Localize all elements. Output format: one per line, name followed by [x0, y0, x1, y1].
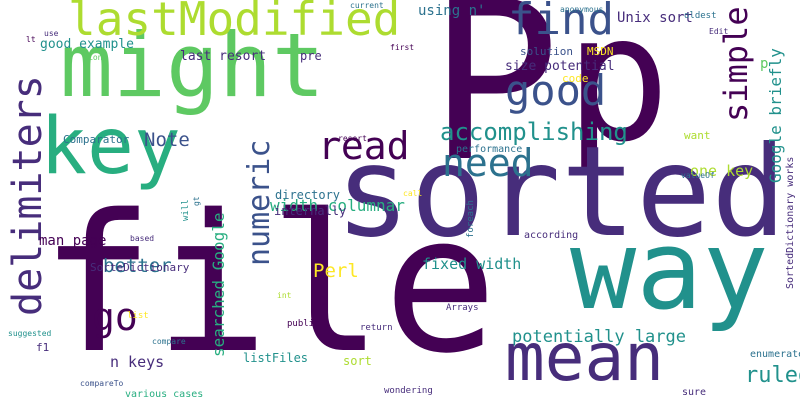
cloud-word: good [505, 70, 606, 112]
cloud-word: compare [152, 338, 186, 346]
cloud-word: Edit [709, 28, 728, 36]
cloud-word: oldest [684, 12, 717, 21]
cloud-word: Long [88, 54, 107, 62]
cloud-word: various cases [125, 390, 203, 400]
cloud-word: gt [193, 196, 201, 206]
cloud-word: resort [338, 135, 367, 143]
cloud-word: n keys [110, 355, 164, 370]
cloud-word: Arrays [446, 304, 479, 313]
cloud-word: sure [682, 388, 706, 398]
cloud-word: performance [456, 145, 522, 155]
cloud-word: simple [720, 6, 752, 122]
cloud-word: accomplishing [440, 120, 628, 144]
cloud-word: anonymous [560, 6, 603, 14]
cloud-word: new [672, 228, 688, 237]
cloud-word: valueOf [681, 172, 715, 180]
cloud-word: return [360, 324, 393, 333]
cloud-word: list [127, 312, 149, 321]
cloud-word: good example [40, 38, 134, 51]
cloud-word: sort [343, 355, 372, 367]
cloud-word: first [390, 44, 414, 52]
cloud-word: will [182, 199, 191, 221]
cloud-word: searched Google [211, 213, 227, 358]
cloud-word: last resort [180, 50, 266, 63]
cloud-word: according [524, 231, 578, 241]
cloud-word: Unix sort [617, 11, 693, 25]
cloud-word: size potential [505, 60, 615, 73]
cloud-word: public [287, 320, 320, 329]
cloud-word: SortedDictionary works [786, 157, 796, 289]
cloud-word: f1 [36, 342, 49, 353]
cloud-word: delimiters [8, 75, 48, 316]
cloud-word: f2 [320, 295, 330, 307]
cloud-word: man page [39, 234, 106, 248]
cloud-word: pre [300, 50, 322, 62]
cloud-word: code [562, 73, 589, 84]
cloud-word: compareTo [80, 380, 123, 388]
cloud-word: p [760, 57, 768, 71]
cloud-word: internally [274, 205, 346, 217]
cloud-word: listFiles [243, 352, 308, 364]
cloud-word: potentially large [512, 329, 686, 346]
cloud-word: Perl [313, 262, 359, 281]
cloud-word: foreach [467, 200, 476, 238]
cloud-word: read [318, 127, 410, 165]
cloud-word: current [350, 2, 384, 10]
cloud-word: use [44, 30, 58, 38]
cloud-word: Google briefly [768, 48, 784, 183]
cloud-word: want [684, 130, 711, 141]
cloud-word: ruled [745, 365, 800, 387]
cloud-word: enumerate [750, 350, 800, 360]
cloud-word: MSDN [587, 46, 614, 57]
cloud-word: fixed width [422, 257, 521, 272]
cloud-word: suggested [8, 330, 51, 338]
cloud-word: Comparator [63, 134, 129, 145]
cloud-word: way [570, 215, 769, 325]
cloud-word: wondering [384, 387, 433, 396]
cloud-word: directory [275, 189, 340, 201]
cloud-word: solution [520, 46, 573, 57]
cloud-word: lt [26, 36, 36, 44]
cloud-word: using n' [418, 4, 485, 18]
cloud-word: Note [144, 131, 190, 150]
cloud-word: based [130, 235, 154, 243]
cloud-word: call [403, 190, 422, 198]
cloud-word: SorteDictionary [90, 262, 189, 273]
cloud-word: int [277, 292, 291, 300]
